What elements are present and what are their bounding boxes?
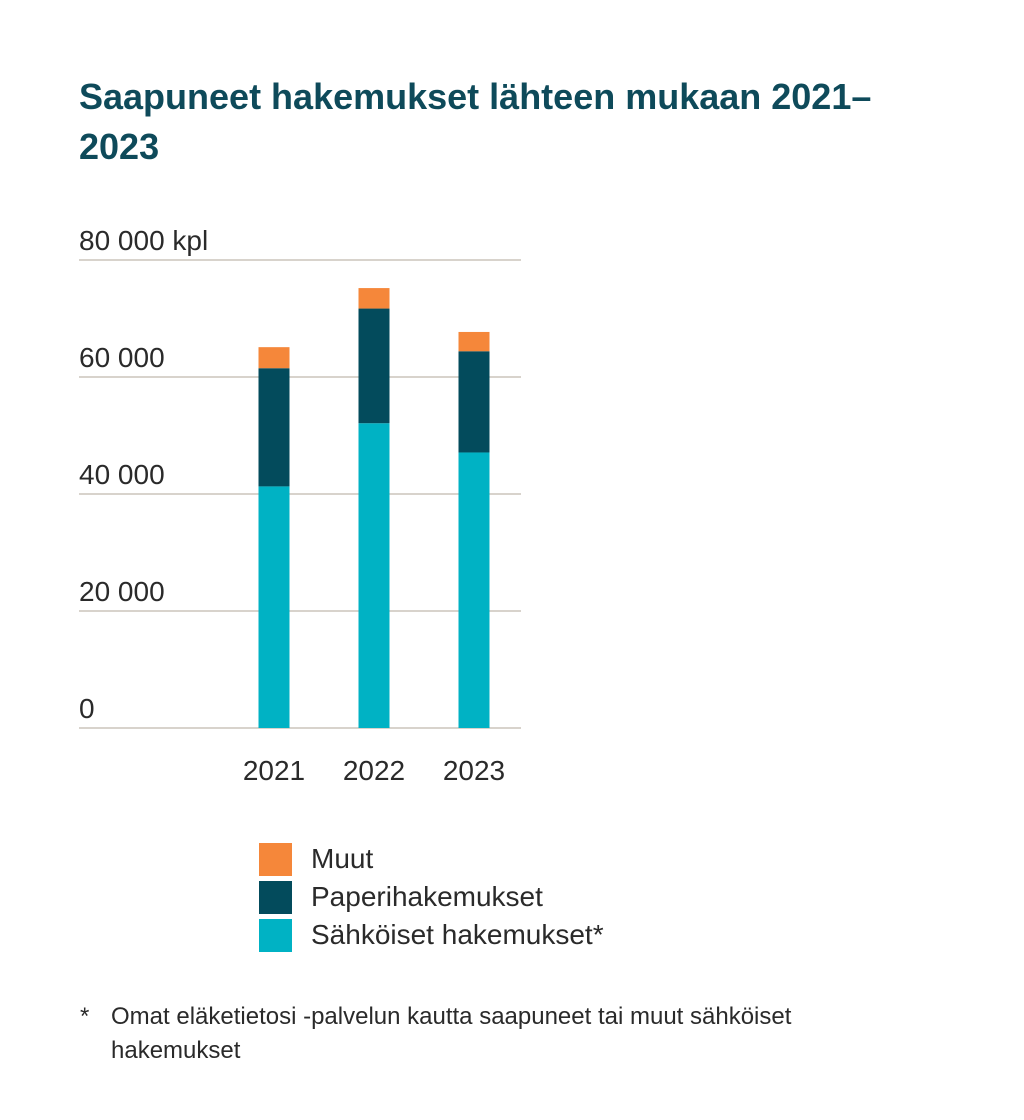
- legend-label: Muut: [311, 843, 374, 874]
- footnote-marker: *: [80, 1003, 90, 1030]
- stacked-bar-chart: 0 20 000 40 000 60 000 80 000 kpl 2021 2022 202…: [79, 225, 521, 786]
- legend-swatch: [259, 918, 292, 952]
- y-tick-label: 40 000: [79, 459, 165, 490]
- legend-item: Paperihakemukset: [259, 878, 604, 916]
- bar-segment: [358, 288, 390, 309]
- bar-segment: [258, 347, 290, 369]
- chart-legend: Muut Paperihakemukset Sähköiset hakemukset…: [259, 840, 604, 954]
- bar-segment: [458, 452, 490, 728]
- y-tick-label: 60 000: [79, 342, 165, 373]
- bar-segment: [258, 368, 290, 487]
- chart-title: Saapuneet hakemukset lähteen mukaan 2021…: [79, 76, 872, 167]
- y-tick-label: 80 000 kpl: [79, 225, 208, 256]
- x-tick-label: 2023: [443, 755, 505, 786]
- footnote: * Omat eläketietosi -palvelun kautta saa…: [80, 1000, 910, 1068]
- y-tick-label: 20 000: [79, 576, 165, 607]
- x-tick-label: 2022: [343, 755, 405, 786]
- y-tick-label: 0: [79, 693, 95, 724]
- legend-swatch: [259, 880, 292, 914]
- footnote-text: Omat eläketietosi -palvelun kautta saapu…: [111, 1003, 792, 1064]
- legend-label: Paperihakemukset: [311, 881, 543, 912]
- bar-segment: [458, 351, 490, 453]
- bar-segment: [458, 331, 490, 352]
- legend-label: Sähköiset hakemukset*: [311, 919, 604, 950]
- legend-item: Sähköiset hakemukset*: [259, 916, 604, 954]
- legend-swatch: [259, 842, 292, 876]
- x-tick-label: 2021: [243, 755, 305, 786]
- bar-segment: [358, 423, 390, 728]
- bar-segment: [258, 486, 290, 728]
- bar-segment: [358, 308, 390, 424]
- legend-item: Muut: [259, 840, 604, 878]
